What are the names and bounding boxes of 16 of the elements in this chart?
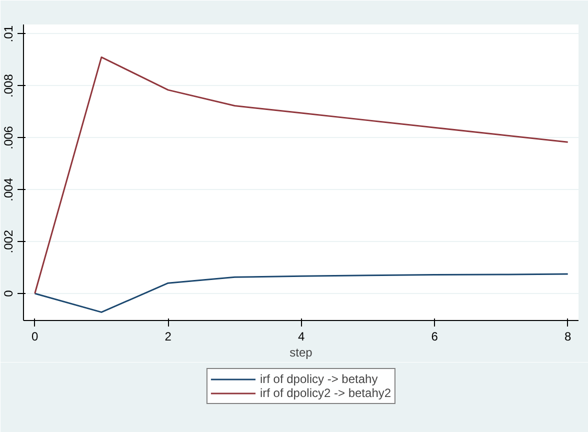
- y-tick-label: .006: [2, 126, 16, 150]
- line-series: [34, 56, 569, 294]
- x-tick-label: 4: [298, 330, 305, 344]
- y-tick-label: .01: [2, 25, 16, 42]
- y-tick-label: .002: [2, 230, 16, 254]
- x-tick-label: 8: [564, 330, 572, 344]
- x-tick-label: 2: [164, 330, 172, 344]
- legend-label: irf of dpolicy2 -> betahy2: [260, 386, 392, 400]
- y-tick-label: .004: [2, 178, 16, 202]
- x-tick-label: 0: [31, 330, 38, 344]
- line-series: [34, 273, 569, 313]
- y-tick-label: .008: [2, 74, 16, 98]
- y-tick-label: 0: [2, 290, 16, 297]
- x-tick-label: 6: [431, 330, 438, 344]
- x-axis-title: step: [290, 346, 313, 360]
- legend-label: irf of dpolicy -> betahy: [260, 372, 378, 386]
